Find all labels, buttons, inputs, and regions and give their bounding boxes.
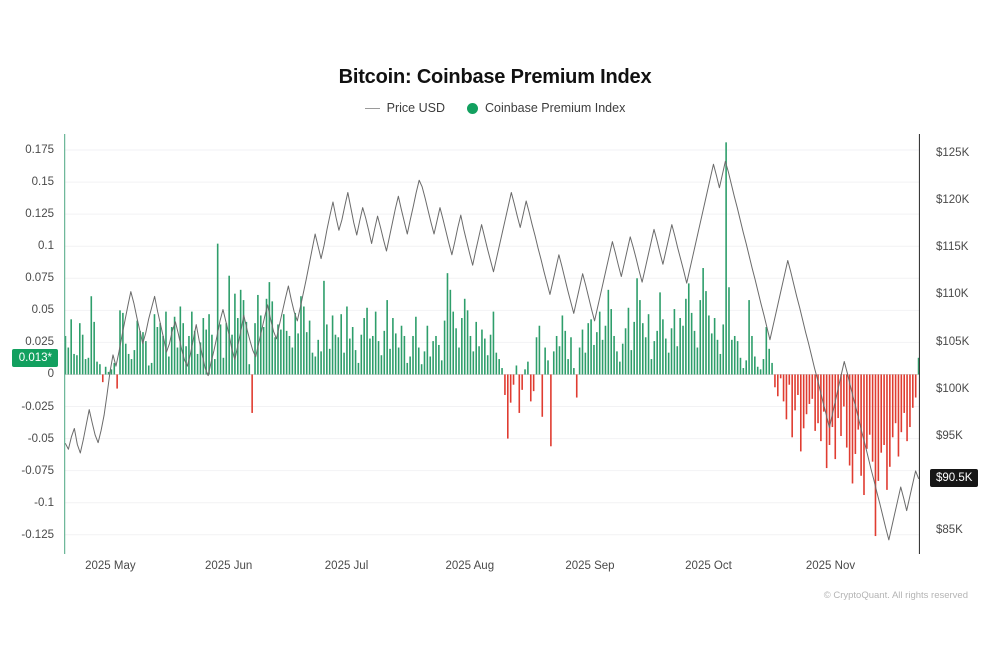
- right-axis-current-value-badge: $90.5K: [930, 469, 979, 488]
- right-axis-tick: $120K: [936, 194, 970, 207]
- left-axis-tick: 0.125: [25, 208, 54, 221]
- left-axis-tick: 0.025: [25, 336, 54, 349]
- x-axis-tick: 2025 Oct: [685, 560, 732, 572]
- left-axis: 0.175 0.15 0.125 0.1 0.075 0.05 0.025 0 -0.025 -0…: [0, 134, 58, 554]
- x-axis: 2025 May 2025 Jun 2025 Jul 2025 Aug 2025 Sep…: [0, 560, 990, 586]
- chart-legend: Price USD Coinbase Premium Index: [0, 101, 990, 115]
- legend-item-coinbase-premium-index[interactable]: Coinbase Premium Index: [466, 101, 626, 115]
- left-axis-tick: 0.05: [31, 304, 54, 317]
- x-axis-tick: 2025 Jun: [204, 560, 253, 572]
- right-axis-tick: $85K: [936, 524, 963, 537]
- left-axis-tick: 0.075: [25, 272, 54, 285]
- x-axis-tick: 2025 Nov: [805, 560, 856, 572]
- copyright-notice: © CryptoQuant. All rights reserved: [823, 590, 968, 601]
- x-axis-tick: 2025 May: [85, 560, 136, 572]
- right-axis-tick: $95K: [936, 430, 963, 443]
- left-axis-tick: 0.1: [38, 240, 54, 253]
- line-marker-icon: [364, 107, 380, 109]
- dot-marker-icon: [466, 102, 478, 114]
- plot-area[interactable]: [64, 134, 920, 554]
- right-axis-tick: $125K: [936, 146, 970, 159]
- right-axis-tick: $115K: [936, 241, 969, 254]
- left-axis-tick: 0: [47, 368, 54, 381]
- x-axis-tick: 2025 Aug: [445, 560, 495, 572]
- x-axis-tick: 2025 Sep: [565, 560, 615, 572]
- right-axis: $125K$120K$115K$110K$105K$100K$95K$90K$8…: [928, 134, 990, 554]
- left-axis-tick: -0.075: [21, 464, 54, 477]
- right-axis-tick: $105K: [936, 335, 970, 348]
- right-axis-tick: $110K: [936, 288, 969, 301]
- left-axis-tick: 0.15: [31, 176, 54, 189]
- left-axis-tick: -0.05: [27, 432, 54, 445]
- x-axis-tick: 2025 Jul: [324, 560, 369, 572]
- chart-canvas: [64, 134, 920, 554]
- left-axis-current-value-badge: 0.013*: [11, 348, 58, 367]
- left-axis-tick: -0.025: [21, 400, 54, 413]
- legend-label-price-usd: Price USD: [386, 101, 445, 115]
- left-axis-tick: -0.125: [21, 528, 54, 541]
- left-axis-tick: -0.1: [34, 496, 54, 509]
- page-title: Bitcoin: Coinbase Premium Index: [338, 66, 652, 88]
- legend-item-price-usd[interactable]: Price USD: [364, 101, 445, 115]
- left-axis-tick: 0.175: [25, 144, 54, 157]
- right-axis-tick: $100K: [936, 382, 970, 395]
- legend-label-coinbase-premium-index: Coinbase Premium Index: [484, 101, 626, 115]
